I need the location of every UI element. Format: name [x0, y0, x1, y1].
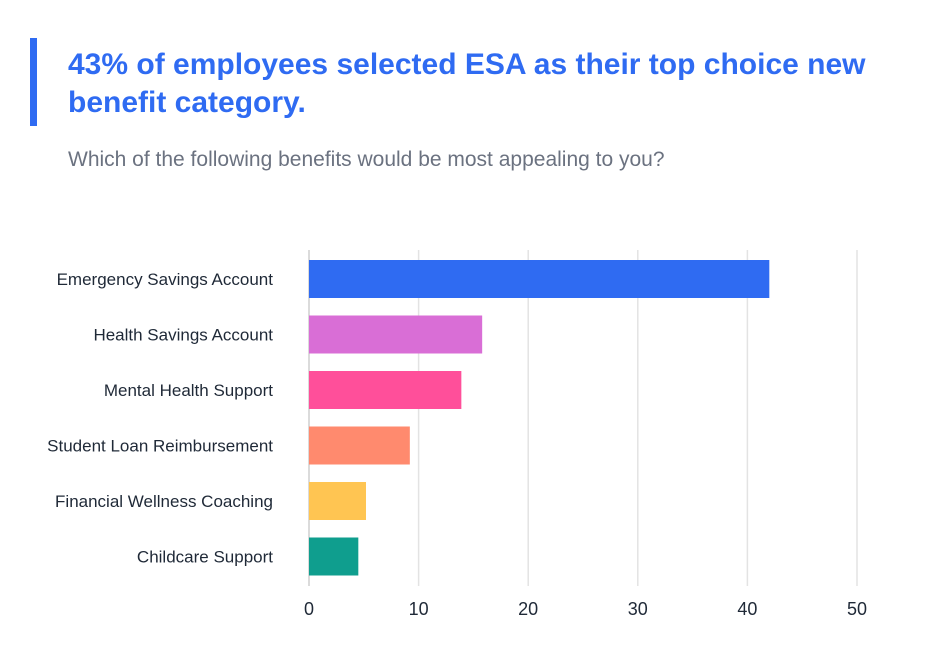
category-label: Mental Health Support [104, 381, 273, 400]
category-labels: Emergency Savings Account Health Savings … [47, 270, 273, 567]
accent-bar [30, 38, 37, 126]
chart-question: Which of the following benefits would be… [68, 148, 665, 171]
x-tick-label: 10 [409, 599, 429, 619]
bar-student-loan-reimbursement [309, 426, 410, 465]
category-label: Student Loan Reimbursement [47, 437, 273, 456]
gridlines [308, 250, 858, 586]
bar-childcare-support [309, 537, 359, 576]
x-tick-label: 50 [847, 599, 867, 619]
bar-financial-wellness-coaching [309, 482, 366, 520]
chart-headline: 43% of employees selected ESA as their t… [68, 48, 866, 119]
category-label: Health Savings Account [93, 326, 273, 345]
category-label: Emergency Savings Account [57, 270, 274, 289]
x-axis-ticks: 0 10 20 30 40 50 [304, 599, 867, 619]
category-label: Financial Wellness Coaching [55, 492, 273, 511]
bar-health-savings-account [309, 315, 483, 354]
x-tick-label: 0 [304, 599, 314, 619]
category-label: Childcare Support [137, 548, 273, 567]
bar-mental-health-support [309, 371, 462, 409]
x-tick-label: 20 [518, 599, 538, 619]
bar-emergency-savings-account [309, 260, 770, 298]
bars [309, 260, 770, 576]
x-tick-label: 40 [737, 599, 757, 619]
x-tick-label: 30 [628, 599, 648, 619]
